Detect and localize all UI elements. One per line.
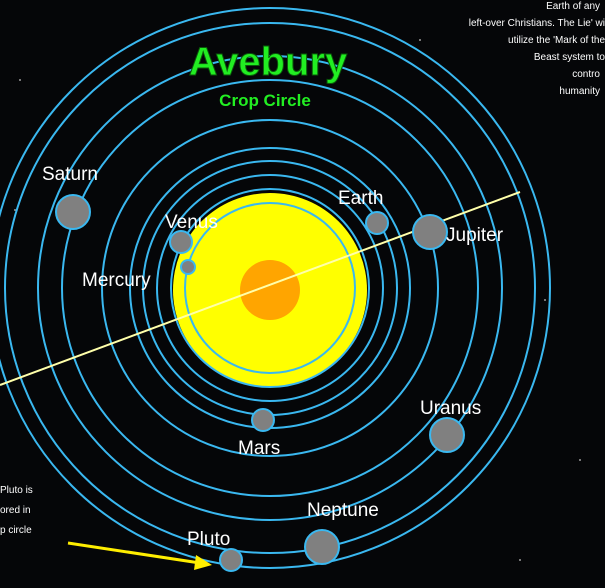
note-line: contro	[572, 69, 600, 80]
subtitle: Crop Circle	[219, 91, 311, 110]
planet-label: Uranus	[420, 398, 481, 419]
crop-circle-diagram: Avebury Crop Circle Saturn Venus Mercury…	[0, 0, 605, 588]
note-line: humanity	[559, 86, 600, 97]
planet-label: Pluto	[187, 529, 230, 550]
planet-label: Earth	[338, 188, 383, 209]
note-line: Earth of any	[546, 1, 600, 12]
note-line: ored in	[0, 505, 31, 516]
planet-label: Mars	[238, 438, 280, 459]
note-line: Beast system to	[534, 52, 605, 63]
planet-label: Mercury	[82, 270, 151, 291]
sun-core	[240, 260, 300, 320]
planet-label: Saturn	[42, 164, 98, 185]
note-line: left-over Christians. The Lie' wi	[469, 18, 605, 29]
planet-label: Jupiter	[446, 225, 504, 246]
note-line: utilize the 'Mark of the	[508, 35, 605, 46]
title: Avebury	[189, 40, 348, 84]
note-bottom-left: Pluto is ored in p circle	[0, 485, 33, 536]
note-line: p circle	[0, 525, 32, 536]
planet-label: Venus	[165, 212, 218, 233]
note-line: Pluto is	[0, 485, 33, 496]
planet-label: Neptune	[307, 500, 379, 521]
